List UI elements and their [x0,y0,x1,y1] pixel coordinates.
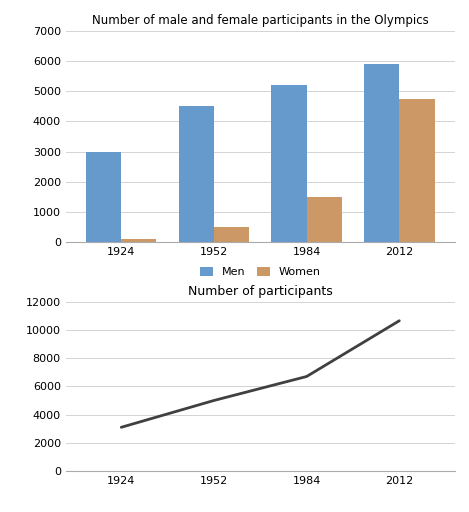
Bar [364,64,399,242]
Bar [214,227,249,242]
Title: Number of male and female participants in the Olympics: Number of male and female participants i… [92,14,429,27]
Title: Number of participants: Number of participants [188,285,333,298]
Bar [399,99,435,242]
Legend: Men, Women: Men, Women [195,262,325,282]
Bar [86,152,121,242]
Bar [307,197,342,242]
Bar [272,85,307,242]
Bar [121,240,157,242]
Bar [179,106,214,242]
